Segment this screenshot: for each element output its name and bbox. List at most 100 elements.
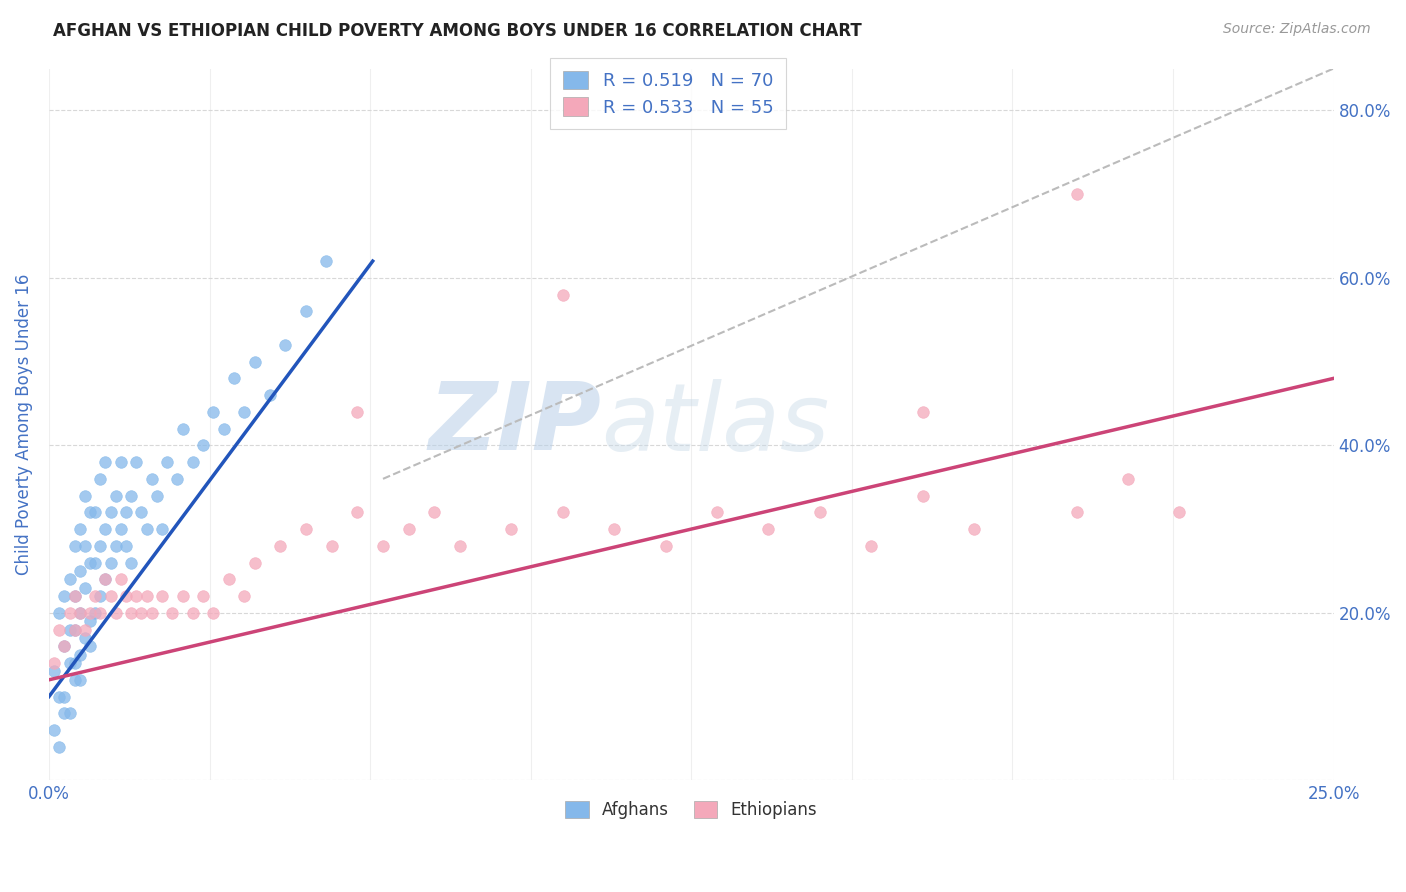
Point [321,539,343,553]
Point [69,606,91,620]
Point [135,522,157,536]
Point [911,405,934,419]
Point [89,539,111,553]
Point [79,640,101,654]
Point [141,472,163,486]
Point [63,589,86,603]
Point [706,505,728,519]
Point [963,522,986,536]
Point [42,723,65,737]
Point [53,589,76,603]
Point [860,539,883,553]
Point [84,589,107,603]
Point [120,556,142,570]
Point [79,556,101,570]
Point [73,581,96,595]
Point [84,606,107,620]
Point [243,354,266,368]
Point [115,589,138,603]
Point [191,589,214,603]
Point [150,522,173,536]
Y-axis label: Child Poverty Among Boys Under 16: Child Poverty Among Boys Under 16 [15,274,32,575]
Point [135,589,157,603]
Point [125,589,148,603]
Point [58,623,80,637]
Point [89,606,111,620]
Point [104,606,127,620]
Point [53,640,76,654]
Point [73,623,96,637]
Point [53,706,76,721]
Point [654,539,676,553]
Point [551,287,574,301]
Point [233,589,256,603]
Point [808,505,831,519]
Point [233,405,256,419]
Point [115,539,138,553]
Point [166,472,188,486]
Point [274,338,297,352]
Point [162,606,184,620]
Point [63,623,86,637]
Point [69,606,91,620]
Text: atlas: atlas [602,379,830,470]
Point [259,388,281,402]
Point [125,455,148,469]
Point [172,589,194,603]
Point [371,539,394,553]
Point [758,522,780,536]
Point [104,489,127,503]
Point [1066,187,1088,202]
Point [94,572,117,586]
Point [63,539,86,553]
Point [501,522,523,536]
Point [69,522,91,536]
Point [141,606,163,620]
Point [551,505,574,519]
Point [191,438,214,452]
Point [42,665,65,679]
Point [100,589,122,603]
Point [346,505,368,519]
Point [73,489,96,503]
Text: ZIP: ZIP [429,378,602,470]
Point [73,539,96,553]
Point [69,648,91,662]
Point [423,505,446,519]
Point [63,623,86,637]
Point [295,304,318,318]
Point [63,656,86,670]
Point [243,556,266,570]
Point [48,623,70,637]
Point [53,640,76,654]
Point [156,455,179,469]
Point [131,606,153,620]
Point [146,489,169,503]
Point [58,656,80,670]
Point [63,589,86,603]
Point [48,690,70,704]
Point [48,606,70,620]
Point [100,505,122,519]
Point [89,589,111,603]
Point [79,505,101,519]
Point [84,556,107,570]
Point [84,505,107,519]
Point [172,421,194,435]
Point [315,254,337,268]
Point [42,656,65,670]
Point [131,505,153,519]
Point [69,673,91,687]
Point [69,564,91,578]
Point [202,606,225,620]
Point [1116,472,1139,486]
Point [110,455,132,469]
Point [295,522,318,536]
Point [115,505,138,519]
Point [58,606,80,620]
Point [218,572,240,586]
Point [53,690,76,704]
Point [120,489,142,503]
Point [603,522,626,536]
Point [1066,505,1088,519]
